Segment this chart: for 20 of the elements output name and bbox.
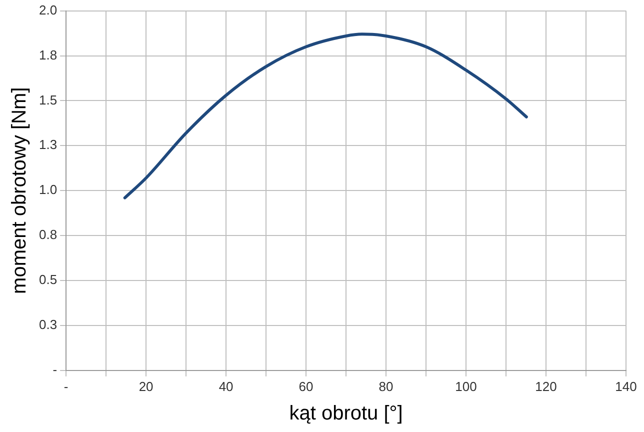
y-axis-title: moment obrotowy [Nm]: [8, 87, 31, 294]
y-tick-label: 0.3: [38, 317, 58, 332]
y-tick-label: 1.8: [38, 47, 58, 62]
x-tick-label: 40: [218, 378, 234, 394]
y-tick-label: -: [52, 362, 58, 377]
y-tick-label: 1.3: [38, 137, 58, 152]
x-tick-label: 140: [615, 378, 637, 394]
y-tick-label: 0.8: [38, 227, 58, 242]
line-series: [123, 32, 528, 200]
y-tick-label: 1.5: [38, 92, 58, 108]
y-tick-label: 0.5: [38, 272, 58, 288]
x-axis-title: kąt obrotu [°]: [289, 402, 403, 425]
x-tick-label: 120: [535, 378, 557, 394]
x-tick-label: -: [64, 378, 68, 394]
y-tick-label: 1.0: [38, 182, 58, 198]
x-tick-label: 80: [378, 378, 394, 394]
y-tick-label: 2.0: [38, 2, 58, 18]
x-tick-label: 100: [455, 378, 477, 394]
x-tick-label: 20: [138, 378, 154, 394]
x-tick-label: 60: [298, 378, 314, 394]
